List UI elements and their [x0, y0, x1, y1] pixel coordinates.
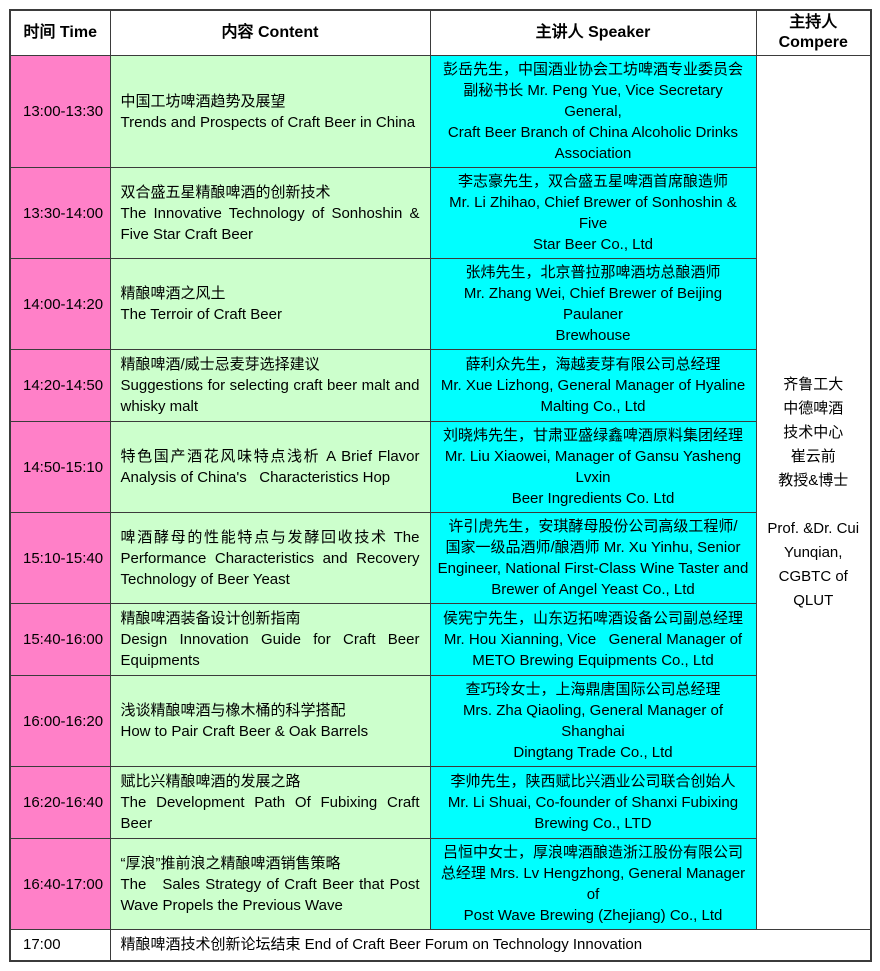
- schedule-row: 14:20-14:50 精酿啤酒/威士忌麦芽选择建议 Suggestions f…: [9, 349, 871, 422]
- time-cell: 16:00-16:20: [9, 675, 111, 767]
- content-cell: 精酿啤酒之风土 The Terroir of Craft Beer: [109, 258, 431, 350]
- time-cell: 16:20-16:40: [9, 766, 111, 839]
- footer-row: 17:00 精酿啤酒技术创新论坛结束 End of Craft Beer For…: [9, 929, 872, 961]
- speaker-cell: 刘晓炜先生，甘肃亚盛绿鑫啤酒原料集团经理 Mr. Liu Xiaowei, Ma…: [429, 421, 757, 513]
- header-compere: 主持人 Compere: [755, 9, 872, 56]
- content-cell: 精酿啤酒装备设计创新指南 Design Innovation Guide for…: [109, 603, 431, 676]
- time-cell: 13:00-13:30: [9, 55, 111, 168]
- schedule-row: 16:40-17:00 “厚浪”推前浪之精酿啤酒销售策略 The Sales S…: [9, 838, 871, 930]
- schedule-table: 时间 Time 内容 Content 主讲人 Speaker 主持人 Compe…: [9, 9, 872, 962]
- speaker-cell: 许引虎先生，安琪酵母股份公司高级工程师/ 国家一级品酒师/酿酒师 Mr. Xu …: [429, 512, 757, 604]
- schedule-row: 16:20-16:40 赋比兴精酿啤酒的发展之路 The Development…: [9, 766, 871, 839]
- speaker-cell: 薛利众先生，海越麦芽有限公司总经理 Mr. Xue Lizhong, Gener…: [429, 349, 757, 422]
- content-cell: 双合盛五星精酿啤酒的创新技术 The Innovative Technology…: [109, 167, 431, 259]
- content-cell: 赋比兴精酿啤酒的发展之路 The Development Path Of Fub…: [109, 766, 431, 839]
- speaker-cell: 侯宪宁先生，山东迈拓啤酒设备公司副总经理 Mr. Hou Xianning, V…: [429, 603, 757, 676]
- header-speaker: 主讲人 Speaker: [429, 9, 757, 56]
- speaker-cell: 李帅先生，陕西赋比兴酒业公司联合创始人 Mr. Li Shuai, Co-fou…: [429, 766, 757, 839]
- content-cell: 精酿啤酒/威士忌麦芽选择建议 Suggestions for selecting…: [109, 349, 431, 422]
- header-time: 时间 Time: [9, 9, 111, 56]
- content-cell: 特色国产酒花风味特点浅析 A Brief Flavor Analysis of …: [109, 421, 431, 513]
- time-cell: 15:10-15:40: [9, 512, 111, 604]
- time-cell: 14:50-15:10: [9, 421, 111, 513]
- compere-cell: 齐鲁工大 中德啤酒 技术中心 崔云前 教授&博士 Prof. &Dr. Cui …: [755, 55, 872, 930]
- speaker-cell: 李志豪先生，双合盛五星啤酒首席酿造师 Mr. Li Zhihao, Chief …: [429, 167, 757, 259]
- footer-time-cell: 17:00: [9, 929, 111, 961]
- time-cell: 14:20-14:50: [9, 349, 111, 422]
- time-cell: 16:40-17:00: [9, 838, 111, 930]
- schedule-row: 13:00-13:30 中国工坊啤酒趋势及展望 Trends and Prosp…: [9, 55, 872, 930]
- schedule-row: 14:00-14:20 精酿啤酒之风土 The Terroir of Craft…: [9, 258, 871, 350]
- header-content: 内容 Content: [109, 9, 431, 56]
- content-cell: 中国工坊啤酒趋势及展望 Trends and Prospects of Craf…: [109, 55, 431, 168]
- schedule-row: 15:40-16:00 精酿啤酒装备设计创新指南 Design Innovati…: [9, 603, 871, 676]
- speaker-cell: 张炜先生，北京普拉那啤酒坊总酿酒师 Mr. Zhang Wei, Chief B…: [429, 258, 757, 350]
- speaker-cell: 查巧玲女士，上海鼎唐国际公司总经理 Mrs. Zha Qiaoling, Gen…: [429, 675, 757, 767]
- time-cell: 15:40-16:00: [9, 603, 111, 676]
- footer-text-cell: 精酿啤酒技术创新论坛结束 End of Craft Beer Forum on …: [109, 929, 872, 961]
- content-cell: “厚浪”推前浪之精酿啤酒销售策略 The Sales Strategy of C…: [109, 838, 431, 930]
- time-cell: 13:30-14:00: [9, 167, 111, 259]
- schedule-row: 16:00-16:20 浅谈精酿啤酒与橡木桶的科学搭配 How to Pair …: [9, 675, 871, 767]
- content-cell: 浅谈精酿啤酒与橡木桶的科学搭配 How to Pair Craft Beer &…: [109, 675, 431, 767]
- header-row: 时间 Time 内容 Content 主讲人 Speaker 主持人 Compe…: [9, 9, 872, 56]
- schedule-row: 15:10-15:40 啤酒酵母的性能特点与发酵回收技术 The Perform…: [9, 512, 871, 604]
- schedule-row: 13:30-14:00 双合盛五星精酿啤酒的创新技术 The Innovativ…: [9, 167, 871, 259]
- speaker-cell: 吕恒中女士，厚浪啤酒酿造浙江股份有限公司 总经理 Mrs. Lv Hengzho…: [429, 838, 757, 930]
- speaker-cell: 彭岳先生，中国酒业协会工坊啤酒专业委员会 副秘书长 Mr. Peng Yue, …: [429, 55, 757, 168]
- schedule-row: 14:50-15:10 特色国产酒花风味特点浅析 A Brief Flavor …: [9, 421, 871, 513]
- time-cell: 14:00-14:20: [9, 258, 111, 350]
- content-cell: 啤酒酵母的性能特点与发酵回收技术 The Performance Charact…: [109, 512, 431, 604]
